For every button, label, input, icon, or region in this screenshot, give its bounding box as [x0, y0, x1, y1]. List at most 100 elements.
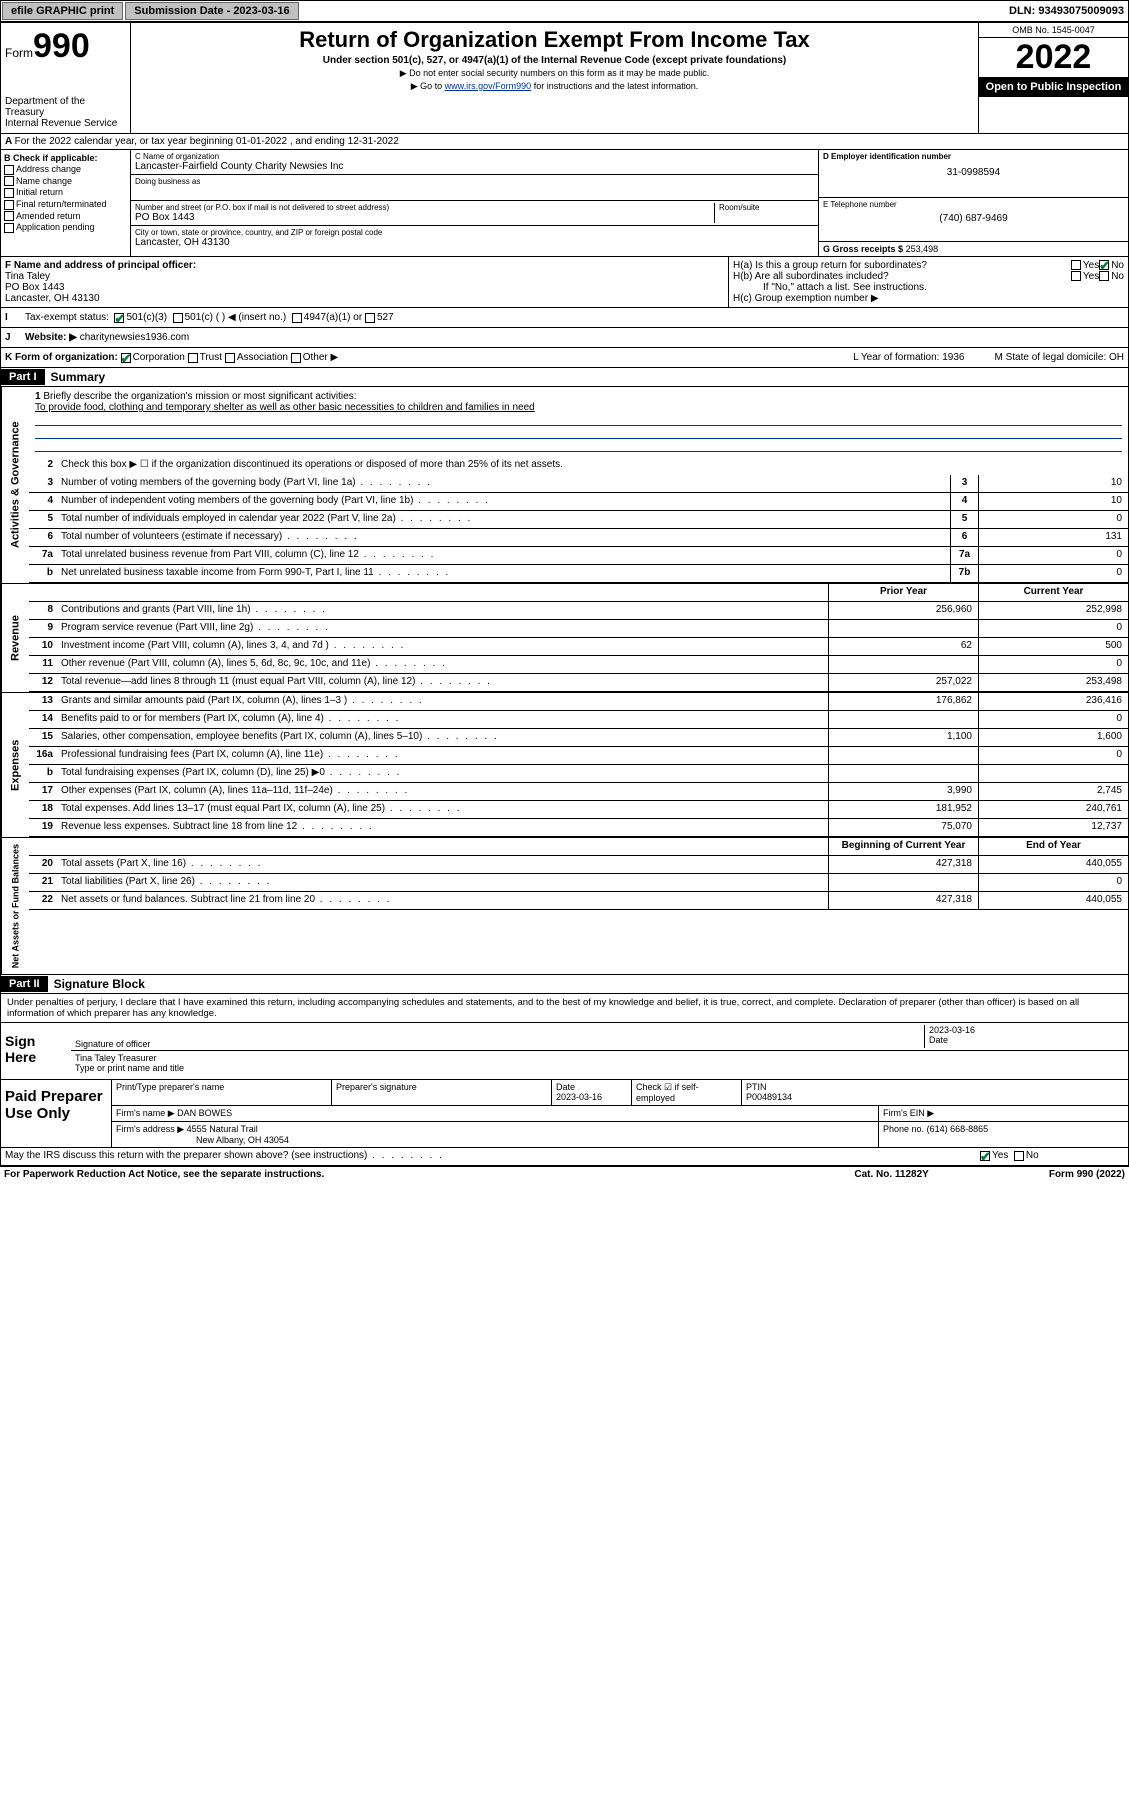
form-header: Form990 Department of the Treasury Inter…: [0, 22, 1129, 134]
corp-checkbox[interactable]: [121, 353, 131, 363]
irs-label: Internal Revenue Service: [5, 118, 126, 129]
sign-here-label: Sign Here: [1, 1023, 71, 1079]
website: charitynewsies1936.com: [80, 332, 190, 343]
efile-button[interactable]: efile GRAPHIC print: [2, 2, 123, 20]
501c3-checkbox[interactable]: [114, 313, 124, 323]
name-change-checkbox[interactable]: [4, 176, 14, 186]
summary-line: 14Benefits paid to or for members (Part …: [29, 711, 1128, 729]
other-checkbox[interactable]: [291, 353, 301, 363]
summary-line: 21Total liabilities (Part X, line 26)0: [29, 874, 1128, 892]
firm-ein-label: Firm's EIN ▶: [878, 1106, 1128, 1121]
summary-line: 6Total number of volunteers (estimate if…: [29, 529, 1128, 547]
summary-line: 5Total number of individuals employed in…: [29, 511, 1128, 529]
signature-block: Under penalties of perjury, I declare th…: [0, 994, 1129, 1166]
state-domicile: M State of legal domicile: OH: [995, 352, 1125, 363]
501c-checkbox[interactable]: [173, 313, 183, 323]
gross-receipts: 253,498: [906, 244, 939, 254]
year-formation: L Year of formation: 1936: [853, 352, 964, 363]
part2-title: Signature Block: [48, 975, 151, 993]
form-title: Return of Organization Exempt From Incom…: [135, 27, 974, 53]
ein-label: D Employer identification number: [823, 152, 1124, 161]
ssn-note: ▶ Do not enter social security numbers o…: [135, 68, 974, 79]
period-row: A For the 2022 calendar year, or tax yea…: [0, 134, 1129, 150]
q1-label: Briefly describe the organization's miss…: [43, 391, 356, 402]
firm-name: DAN BOWES: [177, 1108, 232, 1118]
sig-date: 2023-03-16: [929, 1025, 975, 1035]
section-b-label: B Check if applicable:: [4, 153, 127, 163]
summary-line: bTotal fundraising expenses (Part IX, co…: [29, 765, 1128, 783]
self-emp-check: Check ☑ if self-employed: [631, 1080, 741, 1105]
top-bar: efile GRAPHIC print Submission Date - 20…: [0, 0, 1129, 22]
goto-pre: ▶ Go to: [411, 81, 445, 91]
hb-no-checkbox[interactable]: [1099, 271, 1109, 281]
527-checkbox[interactable]: [365, 313, 375, 323]
irs-link[interactable]: www.irs.gov/Form990: [445, 81, 532, 91]
vlabel-revenue: Revenue: [1, 584, 29, 692]
sig-officer-label: Signature of officer: [75, 1039, 150, 1049]
website-label: Website: ▶: [25, 332, 77, 343]
form-org-label: K Form of organization:: [5, 352, 118, 363]
4947-checkbox[interactable]: [292, 313, 302, 323]
summary-line: 15Salaries, other compensation, employee…: [29, 729, 1128, 747]
ha-label: H(a) Is this a group return for subordin…: [733, 260, 1071, 271]
addr-change-checkbox[interactable]: [4, 165, 14, 175]
prep-sig-label: Preparer's signature: [331, 1080, 551, 1105]
room-label: Room/suite: [719, 203, 814, 212]
phone: (740) 687-9469: [823, 213, 1124, 224]
street: PO Box 1443: [135, 212, 714, 223]
trust-checkbox[interactable]: [188, 353, 198, 363]
section-fh: F Name and address of principal officer:…: [0, 257, 1129, 308]
hb-yes-checkbox[interactable]: [1071, 271, 1081, 281]
firm-addr: 4555 Natural Trail: [187, 1124, 258, 1134]
revenue-section: Revenue Prior YearCurrent Year 8Contribu…: [0, 583, 1129, 692]
summary-line: bNet unrelated business taxable income f…: [29, 565, 1128, 583]
vlabel-netassets: Net Assets or Fund Balances: [1, 838, 29, 974]
prep-name-label: Print/Type preparer's name: [111, 1080, 331, 1105]
tax-status-label: Tax-exempt status:: [25, 312, 109, 323]
assoc-checkbox[interactable]: [225, 353, 235, 363]
discuss-no-checkbox[interactable]: [1014, 1151, 1024, 1161]
page-footer: For Paperwork Reduction Act Notice, see …: [0, 1166, 1129, 1182]
netassets-section: Net Assets or Fund Balances Beginning of…: [0, 837, 1129, 975]
vlabel-expenses: Expenses: [1, 693, 29, 837]
paperwork-notice: For Paperwork Reduction Act Notice, see …: [4, 1169, 324, 1180]
city-label: City or town, state or province, country…: [135, 228, 814, 237]
org-name: Lancaster-Fairfield County Charity Newsi…: [135, 161, 814, 172]
gross-label: G Gross receipts $: [823, 244, 903, 254]
summary-line: 11Other revenue (Part VIII, column (A), …: [29, 656, 1128, 674]
current-year-hdr: Current Year: [978, 584, 1128, 601]
part1-title: Summary: [45, 368, 112, 386]
part2-header: Part II: [1, 976, 48, 992]
form-ref: Form 990 (2022): [1049, 1169, 1125, 1180]
form-subtitle: Under section 501(c), 527, or 4947(a)(1)…: [135, 55, 974, 66]
org-name-label: C Name of organization: [135, 152, 814, 161]
ha-yes-checkbox[interactable]: [1071, 260, 1081, 270]
amended-checkbox[interactable]: [4, 211, 14, 221]
ptin: P00489134: [746, 1092, 792, 1102]
form-number: 990: [33, 27, 90, 65]
prep-date: 2023-03-16: [556, 1092, 602, 1102]
phone-label: E Telephone number: [823, 200, 1124, 209]
paid-preparer-label: Paid Preparer Use Only: [1, 1080, 111, 1147]
row-k: K Form of organization: Corporation Trus…: [0, 348, 1129, 368]
submission-date-button[interactable]: Submission Date - 2023-03-16: [125, 2, 298, 20]
discuss-label: May the IRS discuss this return with the…: [5, 1150, 367, 1161]
activities-governance-section: Activities & Governance 1 Briefly descri…: [0, 387, 1129, 583]
expenses-section: Expenses 13Grants and similar amounts pa…: [0, 692, 1129, 837]
discuss-yes-checkbox[interactable]: [980, 1151, 990, 1161]
q2-text: Check this box ▶ ☐ if the organization d…: [57, 457, 1128, 475]
summary-line: 20Total assets (Part X, line 16)427,3184…: [29, 856, 1128, 874]
goto-post: for instructions and the latest informat…: [531, 81, 698, 91]
ein: 31-0998594: [823, 167, 1124, 178]
form-label: Form: [5, 46, 33, 60]
summary-line: 4Number of independent voting members of…: [29, 493, 1128, 511]
summary-line: 8Contributions and grants (Part VIII, li…: [29, 602, 1128, 620]
ha-no-checkbox[interactable]: [1099, 260, 1109, 270]
initial-return-checkbox[interactable]: [4, 188, 14, 198]
summary-line: 3Number of voting members of the governi…: [29, 475, 1128, 493]
city: Lancaster, OH 43130: [135, 237, 814, 248]
officer-name-title: Tina Taley Treasurer: [75, 1053, 1124, 1063]
app-pending-checkbox[interactable]: [4, 223, 14, 233]
row-j: JWebsite: ▶ charitynewsies1936.com: [0, 328, 1129, 348]
final-return-checkbox[interactable]: [4, 200, 14, 210]
